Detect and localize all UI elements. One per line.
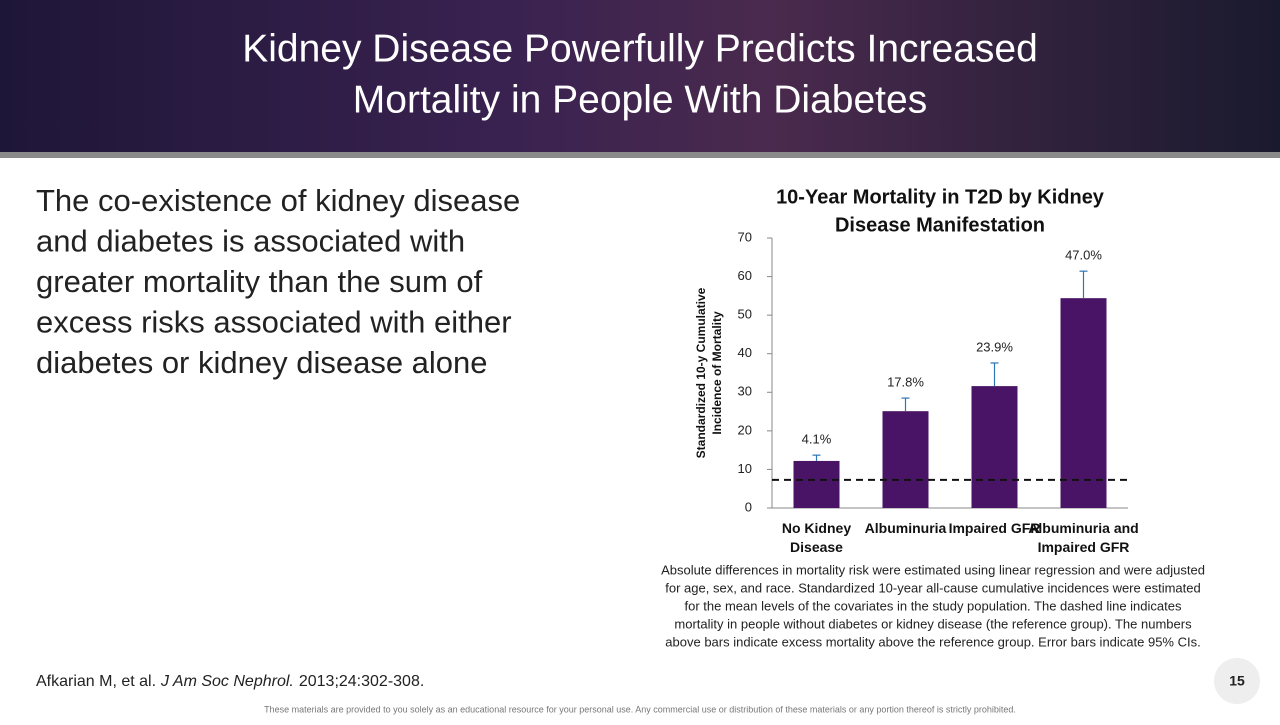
bar bbox=[882, 411, 929, 508]
body-text: and diabetes is associated with bbox=[36, 224, 465, 259]
y-axis-label: Standardized 10-y Cumulative bbox=[694, 287, 708, 458]
y-tick-label: 60 bbox=[738, 268, 752, 283]
caption: for the mean levels of the covariates in… bbox=[685, 598, 1182, 613]
bar-annotation: 4.1% bbox=[802, 432, 832, 447]
x-tick-line: Albuminuria bbox=[865, 520, 947, 536]
header-band bbox=[0, 0, 1280, 152]
citation-journal: J Am Soc Nephrol. bbox=[160, 673, 294, 690]
disclaimer: These materials are provided to you sole… bbox=[264, 704, 1016, 714]
x-tick-label: No Kidney Disease bbox=[782, 520, 851, 555]
bar-annotation: 17.8% bbox=[887, 375, 924, 390]
bar bbox=[1060, 298, 1107, 508]
x-tick-label: Impaired GFR bbox=[949, 520, 1041, 536]
y-tick-label: 0 bbox=[745, 499, 752, 514]
y-tick-label: 10 bbox=[738, 461, 752, 476]
x-tick-line: Disease bbox=[790, 539, 843, 555]
x-tick-line: Albuminuria and bbox=[1028, 520, 1138, 536]
citation-authors: Afkarian M, et al. bbox=[36, 673, 156, 690]
bar-annotation: 23.9% bbox=[976, 339, 1013, 354]
bar bbox=[793, 460, 840, 508]
chart-title: 10-Year Mortality in T2D by Kidney bbox=[776, 186, 1105, 208]
y-tick-label: 30 bbox=[738, 384, 752, 399]
caption: Absolute differences in mortality risk w… bbox=[661, 562, 1205, 577]
x-tick-line: Impaired GFR bbox=[1038, 539, 1130, 555]
citation-details: 2013;24:302-308. bbox=[299, 673, 424, 690]
caption: for age, sex, and race. Standardized 10-… bbox=[665, 580, 1200, 595]
slide-title: Mortality in People With Diabetes bbox=[353, 78, 927, 121]
bar bbox=[971, 386, 1018, 508]
bar-annotation: 47.0% bbox=[1065, 248, 1102, 263]
y-tick-label: 40 bbox=[738, 345, 752, 360]
caption: mortality in people without diabetes or … bbox=[674, 616, 1192, 631]
x-tick-line: No Kidney bbox=[782, 520, 851, 536]
body-text: greater mortality than the sum of bbox=[36, 264, 483, 299]
citation: Afkarian M, et al. J Am Soc Nephrol. 2013;… bbox=[36, 673, 424, 690]
slide-title: Kidney Disease Powerfully Predicts Incre… bbox=[242, 27, 1038, 70]
body-text: excess risks associated with either bbox=[36, 305, 512, 340]
y-tick-label: 20 bbox=[738, 422, 752, 437]
page-number: 15 bbox=[1229, 673, 1245, 689]
x-tick-label: Albuminuria and Impaired GFR bbox=[1028, 520, 1138, 555]
error-bar bbox=[901, 397, 910, 412]
y-tick-label: 70 bbox=[738, 229, 752, 244]
header-strip bbox=[0, 152, 1280, 158]
page-badge bbox=[1214, 658, 1260, 704]
error-bar bbox=[1079, 270, 1088, 299]
y-axis-label: Incidence of Mortality bbox=[710, 311, 724, 435]
caption: above bars indicate excess mortality abo… bbox=[665, 634, 1200, 649]
y-tick-label: 50 bbox=[738, 307, 752, 322]
body-text: diabetes or kidney disease alone bbox=[36, 345, 488, 380]
error-bar bbox=[812, 454, 821, 461]
x-tick-line: Impaired GFR bbox=[949, 520, 1041, 536]
error-bar bbox=[990, 362, 999, 387]
x-tick-label: Albuminuria bbox=[865, 520, 947, 536]
body-text: The co-existence of kidney disease bbox=[36, 183, 520, 218]
chart-title: Disease Manifestation bbox=[835, 214, 1045, 236]
